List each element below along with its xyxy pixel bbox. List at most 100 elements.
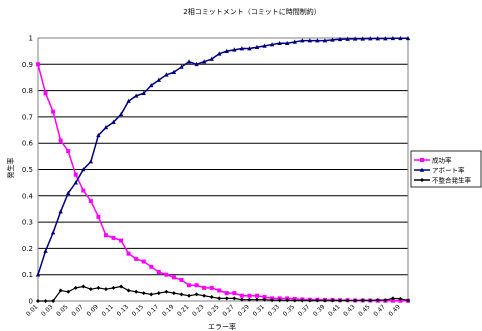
series-1 bbox=[36, 62, 410, 303]
data-point bbox=[194, 61, 199, 67]
series-layer bbox=[35, 35, 411, 303]
data-point bbox=[390, 35, 396, 41]
data-point bbox=[277, 40, 282, 46]
y-tick-label: 0.4 bbox=[22, 192, 34, 200]
series-line bbox=[37, 64, 408, 302]
legend-marker bbox=[420, 158, 424, 162]
data-point bbox=[209, 56, 214, 61]
data-point bbox=[88, 159, 94, 164]
data-point bbox=[201, 59, 207, 64]
data-point bbox=[73, 285, 78, 290]
data-point bbox=[262, 295, 267, 300]
series-line bbox=[38, 285, 409, 302]
x-tick-label: 0.09 bbox=[85, 303, 100, 318]
data-point bbox=[224, 48, 229, 53]
x-tick-label: 0.05 bbox=[55, 303, 70, 318]
data-point bbox=[187, 283, 192, 288]
data-point bbox=[96, 214, 101, 219]
data-point bbox=[277, 298, 282, 303]
y-tick-label: 0.8 bbox=[22, 87, 33, 95]
data-point bbox=[254, 297, 259, 302]
data-point bbox=[300, 38, 305, 43]
x-tick-label: 0.41 bbox=[327, 303, 342, 318]
data-point bbox=[390, 298, 395, 303]
data-point bbox=[141, 291, 146, 296]
data-point bbox=[36, 62, 40, 67]
data-point bbox=[209, 295, 214, 300]
data-point bbox=[338, 298, 343, 303]
y-tick-label: 0.1 bbox=[22, 271, 33, 279]
data-point bbox=[96, 285, 101, 290]
x-tick-label: 0.27 bbox=[221, 303, 236, 318]
data-point bbox=[81, 188, 86, 193]
x-tick-label: 0.33 bbox=[267, 303, 282, 318]
data-point bbox=[81, 167, 86, 172]
data-point bbox=[73, 180, 78, 185]
x-axis-label: エラー率 bbox=[208, 322, 236, 331]
data-point bbox=[360, 298, 365, 303]
data-point bbox=[149, 292, 154, 297]
data-point bbox=[164, 72, 169, 77]
data-point bbox=[134, 256, 139, 261]
x-tick-label: 0.49 bbox=[387, 303, 402, 318]
x-tick-label: 0.35 bbox=[282, 303, 297, 318]
data-point bbox=[352, 36, 358, 41]
data-point bbox=[284, 40, 290, 46]
x-tick-label: 0.29 bbox=[236, 303, 251, 318]
data-point bbox=[119, 238, 124, 243]
data-point bbox=[133, 93, 139, 98]
data-point bbox=[164, 289, 169, 294]
data-point bbox=[217, 288, 222, 293]
data-point bbox=[156, 270, 161, 275]
data-point bbox=[330, 298, 335, 303]
data-point bbox=[375, 36, 380, 41]
x-tick-label: 0.19 bbox=[161, 303, 176, 318]
data-point bbox=[73, 172, 78, 177]
data-point bbox=[194, 283, 199, 288]
data-point bbox=[232, 291, 237, 296]
y-axis-ticks: 0 0.1 0.2 0.3 0.4 0.5 0.6 0.7 0.8 0.9 1 bbox=[22, 35, 34, 306]
data-point bbox=[217, 296, 222, 301]
x-tick-label: 0.45 bbox=[357, 303, 372, 318]
data-point bbox=[126, 98, 131, 103]
plot-border bbox=[37, 37, 409, 302]
data-point bbox=[66, 289, 71, 294]
data-point bbox=[119, 284, 124, 289]
data-point bbox=[111, 119, 116, 124]
x-tick-label: 0.01 bbox=[25, 303, 40, 318]
plot-frame bbox=[37, 37, 409, 302]
x-tick-label: 0.43 bbox=[342, 303, 357, 318]
y-tick-label: 0.9 bbox=[22, 61, 33, 69]
data-point bbox=[300, 298, 305, 303]
x-tick-label: 0.11 bbox=[101, 303, 116, 318]
data-point bbox=[187, 293, 192, 298]
data-point bbox=[224, 296, 229, 301]
data-point bbox=[262, 297, 267, 302]
data-point bbox=[194, 292, 199, 297]
data-point bbox=[247, 297, 252, 302]
data-point bbox=[390, 296, 395, 301]
x-tick-label: 0.25 bbox=[206, 303, 221, 318]
data-point bbox=[179, 292, 184, 297]
data-point bbox=[270, 298, 275, 303]
data-point bbox=[141, 259, 146, 264]
data-point bbox=[126, 288, 131, 293]
data-point bbox=[322, 298, 327, 303]
legend-label: 成功率 bbox=[432, 156, 452, 165]
data-point bbox=[330, 37, 335, 42]
data-point bbox=[43, 299, 48, 303]
data-point bbox=[383, 298, 388, 303]
data-point bbox=[202, 285, 207, 290]
data-point bbox=[111, 285, 116, 290]
data-point bbox=[88, 287, 93, 292]
data-point bbox=[81, 284, 86, 289]
data-point bbox=[186, 59, 192, 64]
legend-label: 不整合発生率 bbox=[432, 176, 472, 185]
data-point bbox=[96, 132, 101, 138]
data-point bbox=[224, 291, 229, 296]
x-tick-label: 0.23 bbox=[191, 303, 206, 318]
data-point bbox=[315, 298, 320, 303]
data-point bbox=[307, 38, 313, 43]
data-point bbox=[262, 43, 267, 48]
data-point bbox=[88, 199, 93, 204]
